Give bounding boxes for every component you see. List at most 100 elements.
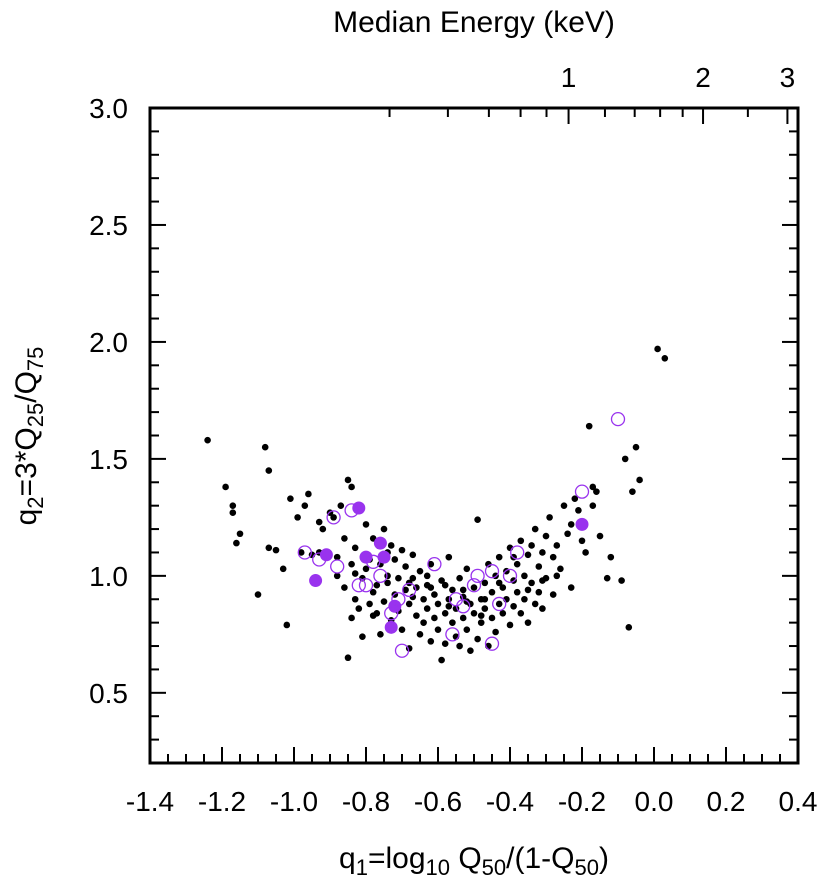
data-point — [636, 476, 643, 484]
data-point — [236, 530, 244, 538]
data-point-purple-open — [456, 599, 471, 614]
data-point — [420, 619, 427, 626]
data-point — [431, 614, 438, 622]
data-point — [517, 609, 525, 617]
data-point — [618, 577, 625, 584]
x-tick-label: -1.4 — [126, 786, 174, 817]
data-point — [380, 525, 388, 533]
data-point — [344, 476, 352, 484]
data-point — [445, 602, 453, 610]
y-tick-label: 1.0 — [89, 561, 128, 592]
data-point-purple-open — [484, 564, 500, 579]
data-point — [341, 584, 348, 591]
data-point — [564, 530, 571, 538]
data-point — [524, 619, 532, 626]
data-point — [337, 502, 345, 509]
data-point — [348, 483, 355, 491]
data-point-purple-open — [492, 596, 507, 612]
data-point — [456, 574, 463, 582]
data-point — [582, 549, 589, 556]
data-point — [204, 436, 211, 444]
data-point — [362, 521, 370, 528]
data-point-purple-filled — [377, 550, 391, 564]
data-point — [485, 560, 492, 568]
data-point-purple-open — [502, 568, 518, 584]
data-point — [351, 595, 359, 603]
data-point — [632, 443, 640, 451]
data-point-purple-filled — [388, 599, 402, 613]
data-point — [470, 584, 478, 591]
data-point — [513, 588, 521, 596]
data-point — [546, 514, 553, 521]
data-point — [377, 631, 384, 638]
data-point — [283, 621, 291, 629]
x-tick-label: -0.4 — [486, 786, 534, 817]
data-point — [539, 577, 546, 584]
data-point — [585, 422, 593, 430]
data-point — [384, 579, 391, 587]
data-point — [567, 584, 575, 591]
data-point — [333, 572, 341, 580]
data-point — [463, 565, 471, 573]
y-tick-label: 1.5 — [89, 444, 128, 475]
x-tick-label: 0.0 — [635, 786, 674, 817]
data-point — [596, 532, 604, 540]
data-point — [373, 581, 381, 589]
data-point — [510, 602, 517, 610]
data-point — [369, 612, 377, 619]
data-point — [621, 455, 629, 463]
data-point — [474, 516, 481, 524]
data-point — [470, 609, 478, 617]
data-point — [348, 614, 355, 622]
data-point — [542, 532, 550, 540]
data-point — [222, 483, 229, 491]
data-point — [513, 560, 521, 568]
data-point-purple-filled — [309, 574, 323, 588]
data-point — [521, 572, 528, 580]
data-point — [531, 525, 539, 533]
data-point — [481, 579, 489, 587]
data-point — [398, 626, 406, 633]
data-point — [416, 567, 424, 575]
data-point — [402, 563, 409, 570]
data-point — [420, 595, 427, 603]
data-point — [402, 586, 409, 594]
data-point-purple-open — [470, 568, 485, 584]
data-point — [333, 553, 341, 561]
data-point — [589, 502, 597, 509]
data-point — [449, 619, 456, 626]
data-point-purple-open — [373, 568, 388, 584]
data-point-purple-open — [351, 578, 366, 593]
data-point-purple-open — [484, 636, 500, 651]
data-point — [567, 521, 575, 528]
data-point — [427, 560, 435, 568]
data-point — [607, 553, 615, 561]
data-point — [254, 591, 262, 598]
data-point — [438, 577, 445, 584]
data-point — [434, 626, 442, 633]
plot-frame — [148, 106, 800, 765]
data-point — [279, 565, 287, 573]
tick-labels: -1.4 -1.2 -1.0 -0.8 -0.6 -0.4 -0.2 0.0 0.2 0.4 0.5… — [89, 62, 818, 817]
data-point-purple-open — [358, 578, 374, 593]
data-point — [441, 640, 449, 647]
data-point — [495, 600, 503, 608]
x-tick-label: 0.4 — [779, 786, 818, 817]
data-point — [459, 586, 467, 594]
top-tick-label: 3 — [780, 62, 796, 93]
data-point-purple-open — [297, 545, 312, 560]
data-point — [351, 570, 359, 577]
data-point — [366, 600, 373, 608]
y-tick-label: 0.5 — [89, 678, 128, 709]
data-point — [524, 586, 532, 594]
data-point-purple-filled — [352, 501, 366, 515]
data-point — [315, 518, 323, 526]
data-point — [661, 355, 669, 362]
x-tick-label: 0.2 — [707, 786, 746, 817]
data-point — [409, 593, 417, 601]
data-point-purple-open — [402, 582, 417, 598]
data-point — [488, 588, 496, 596]
data-point — [265, 544, 273, 552]
data-point — [625, 624, 633, 631]
data-point — [413, 612, 420, 619]
